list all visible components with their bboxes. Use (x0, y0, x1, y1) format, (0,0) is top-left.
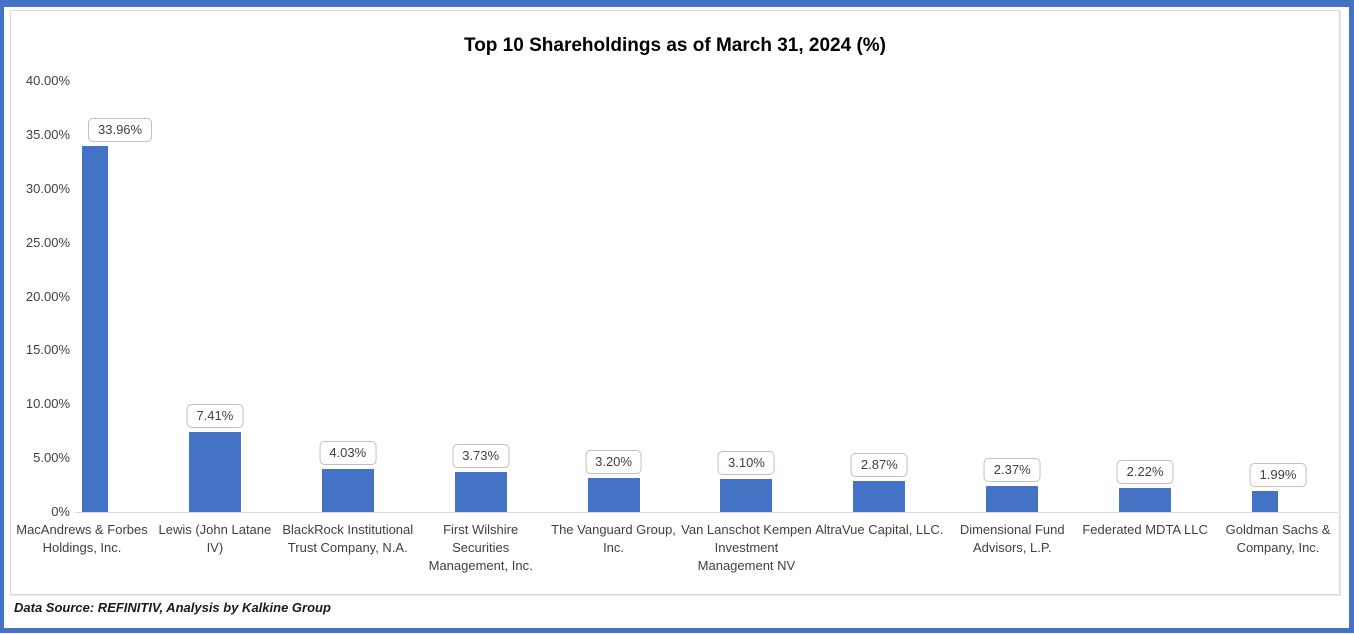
data-label-callout: 3.20% (585, 449, 642, 474)
plot-area (82, 60, 1278, 512)
data-label-callout: 2.37% (983, 458, 1041, 483)
x-axis-category-label: AltraVue Capital, LLC. (815, 522, 944, 537)
bar (853, 481, 906, 512)
x-axis-category-label: MacAndrews & Forbes Holdings, Inc. (16, 522, 148, 555)
bar (1252, 490, 1278, 512)
page-frame-top (0, 0, 1354, 7)
y-axis-tick-label: 20.00% (25, 288, 70, 304)
x-axis-category-label: Dimensional Fund Advisors, L.P. (959, 522, 1065, 555)
x-axis-category-label: Lewis (John Latane IV) (158, 522, 272, 555)
page-frame-right (1349, 0, 1354, 633)
bar (321, 468, 374, 512)
chart-title: Top 10 Shareholdings as of March 31, 202… (464, 35, 886, 56)
data-label-callout: 33.96% (88, 118, 153, 143)
x-axis-category-label: Van Lanschot Kempen Investment Managemen… (681, 522, 812, 573)
x-axis-category-label: Goldman Sachs & Company, Inc. (1225, 522, 1331, 555)
bar (587, 477, 640, 512)
y-axis-tick-label: 5.00% (33, 450, 70, 466)
x-axis-category-label: BlackRock Institutional Trust Company, N… (282, 522, 414, 555)
bar (454, 471, 507, 512)
bar (986, 486, 1039, 512)
y-axis-tick-label: 10.00% (25, 396, 70, 412)
data-label-callout: 4.03% (319, 440, 377, 465)
data-label-callout: 3.73% (452, 443, 510, 468)
data-label-callout: 3.10% (718, 450, 775, 475)
bar (720, 478, 773, 512)
x-axis-category-label: First Wilshire Securities Management, In… (428, 522, 533, 573)
y-axis-tick-label: 40.00% (25, 73, 70, 88)
bar (82, 146, 108, 512)
y-axis-tick-label: 15.00% (25, 342, 70, 358)
bar (188, 432, 241, 512)
y-axis-tick-label: 0% (51, 504, 70, 519)
bar (1119, 488, 1172, 512)
x-axis-line (75, 512, 1338, 513)
data-label-callout: 1.99% (1249, 462, 1307, 487)
data-label-callout: 2.22% (1116, 460, 1174, 485)
y-axis-tick-label: 25.00% (25, 234, 70, 250)
page-frame-left (0, 0, 4, 633)
data-label-callout: 7.41% (186, 404, 244, 429)
page-frame-bottom (0, 628, 1354, 633)
footer-source-note: Data Source: REFINITIV, Analysis by Kalk… (14, 600, 331, 615)
x-axis-category-label: The Vanguard Group, Inc. (551, 522, 676, 555)
x-axis-category-label: Federated MDTA LLC (1082, 522, 1208, 537)
y-axis-tick-label: 35.00% (25, 126, 70, 142)
y-axis-tick-label: 30.00% (25, 180, 70, 196)
data-label-callout: 2.87% (850, 453, 908, 478)
